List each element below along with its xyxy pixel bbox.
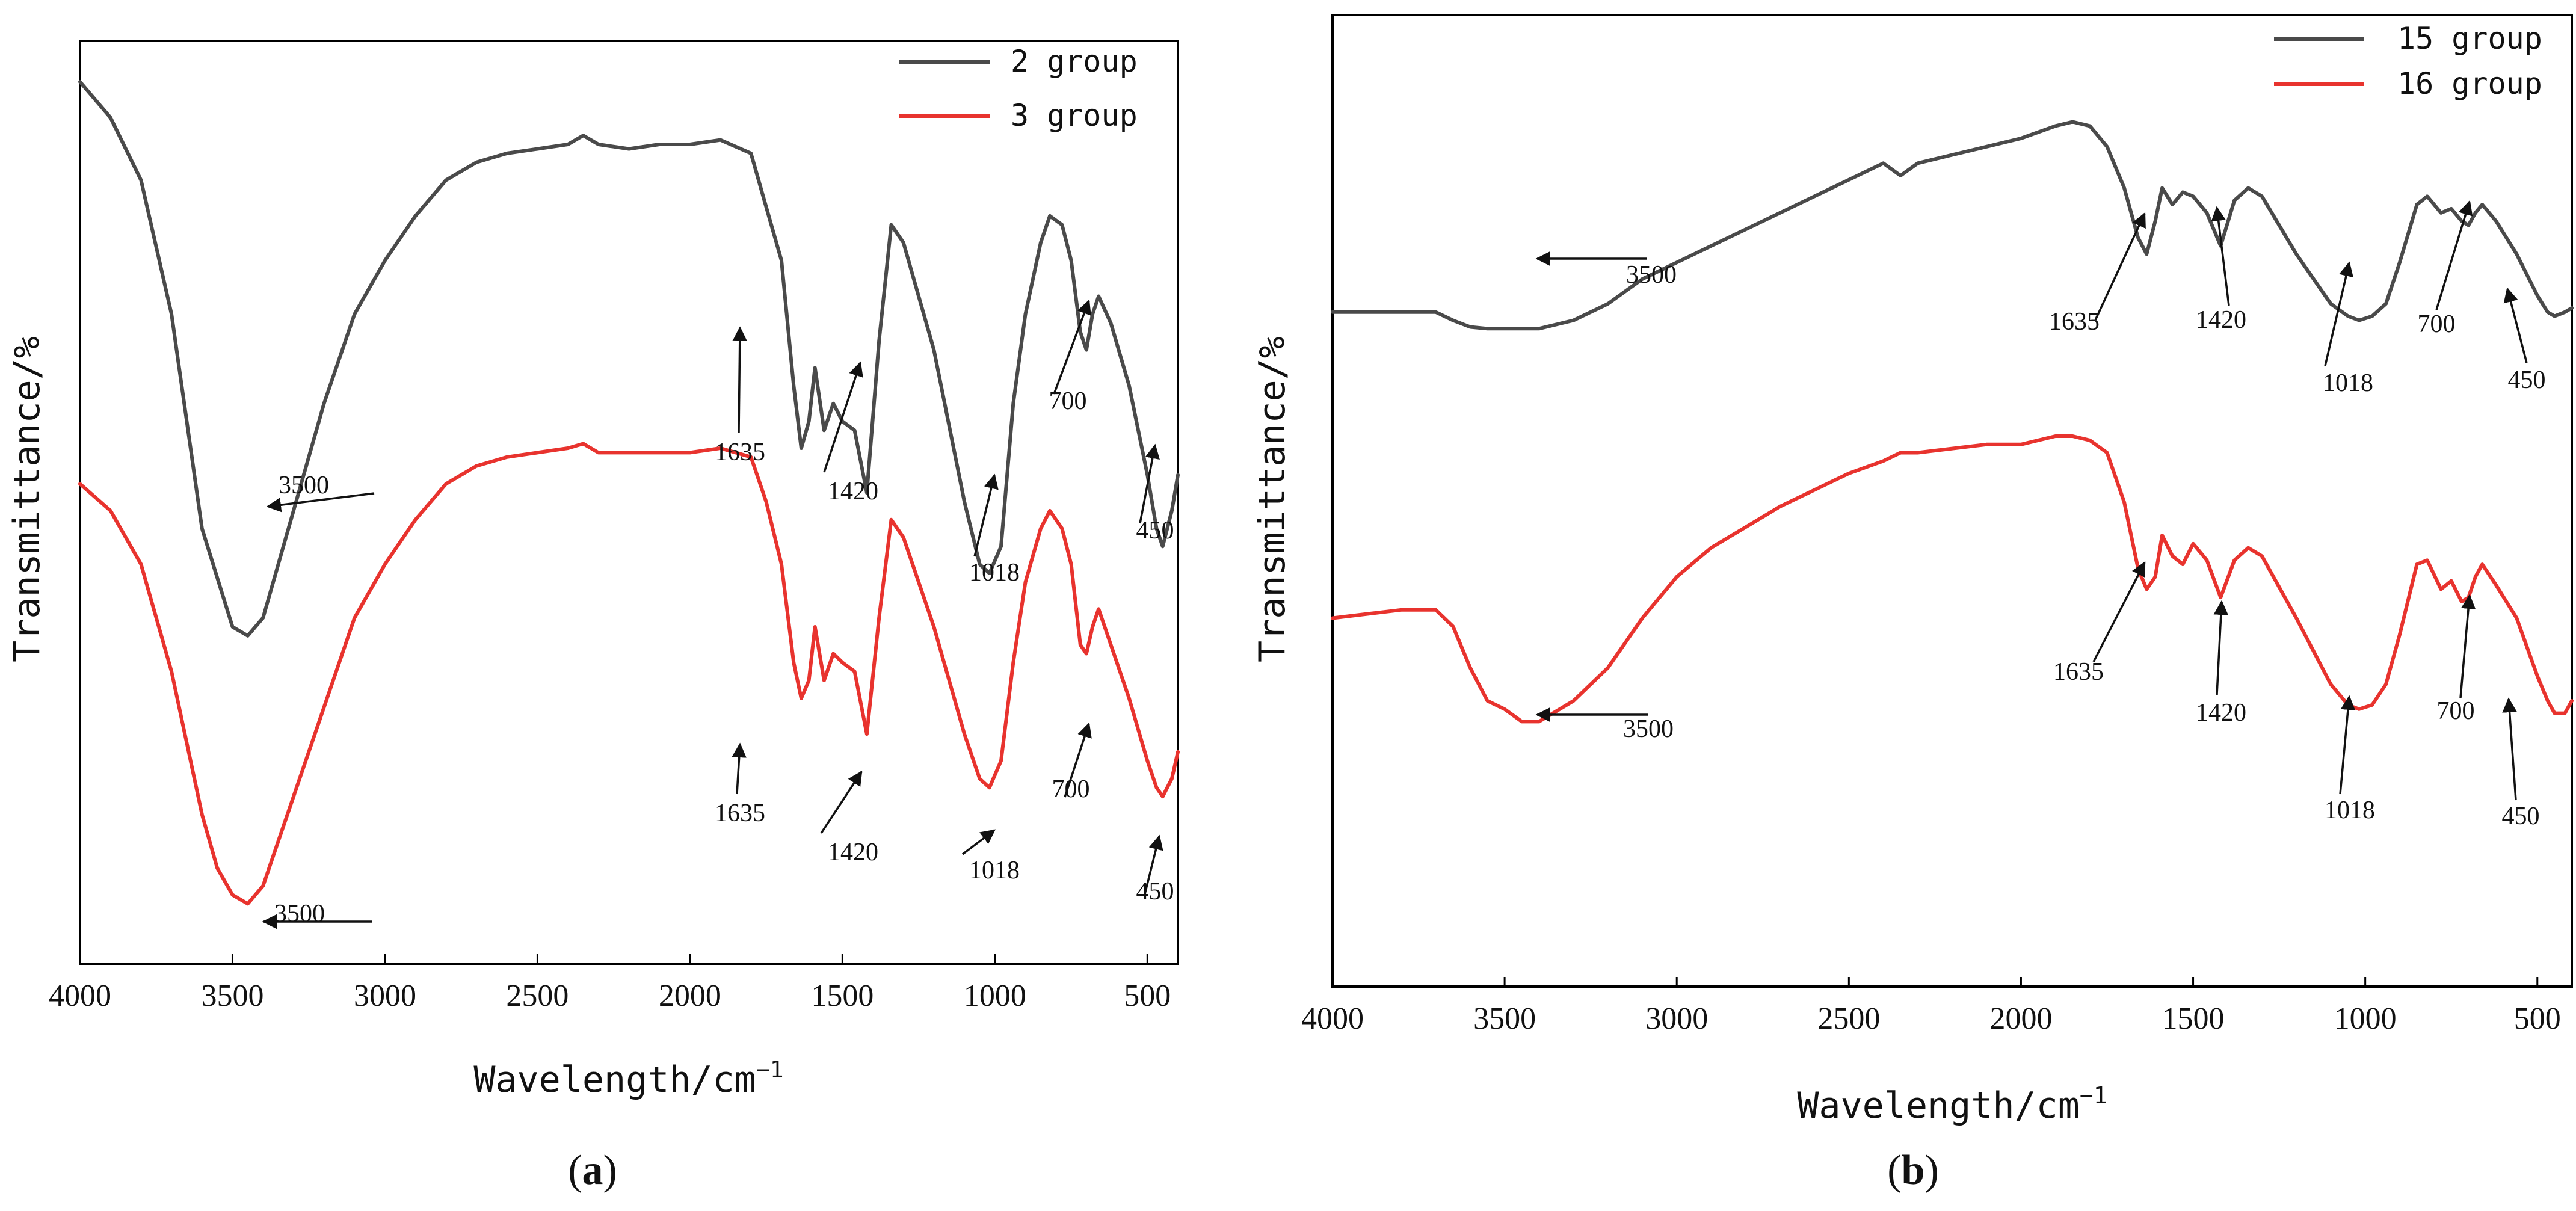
annotation-label: 450 [2508,366,2546,394]
annotation-arrow [2094,212,2146,321]
annotation-label: 1018 [969,857,1020,884]
annotation-arrow [1053,299,1091,395]
x-tick-label: 500 [1124,979,1171,1013]
annotation-arrow [823,361,863,473]
annotation-arrow [2211,206,2230,306]
annotation-label: 3500 [1623,715,1674,743]
x-tick-label: 2000 [1989,1002,2052,1036]
series-line-2-group [78,80,1180,638]
x-tick-label: 3500 [1473,1002,1536,1036]
annotation-label: 450 [2502,803,2540,830]
x-tick-label: 3000 [354,979,416,1013]
x-tick-label: 500 [2514,1002,2561,1036]
x-tick-label: 2500 [506,979,569,1013]
annotation-arrow [1143,834,1163,897]
annotation-label: 700 [2418,310,2456,338]
annotation-label: 1420 [2196,306,2246,334]
x-tick-label: 2500 [1817,1002,1880,1036]
panel-caption: (a) [568,1147,617,1194]
legend-label: 15 group [2397,21,2542,56]
annotation-label: 1635 [2053,658,2104,686]
annotation-arrow [2435,200,2473,310]
annotation-arrow [961,829,996,855]
annotation-label: 1635 [715,800,765,827]
y-axis-label: Transmittance/% [6,336,48,662]
annotation-arrow [2503,287,2528,363]
annotation-arrow [266,492,375,513]
annotation-label: 3500 [1626,261,1677,289]
annotation-label: 1018 [2325,797,2375,824]
x-axis-label-superscript: −1 [2080,1082,2107,1109]
annotation-arrow [732,326,747,434]
annotation-arrow [2213,600,2229,695]
annotation-arrow [732,742,747,795]
panel-b-chart: 4000 3500 3000 2500 2000 1500 1000 500 Wavelengt… [1251,14,2574,1194]
x-tick-label: 1500 [811,979,874,1013]
x-tick-label: 2000 [659,979,721,1013]
annotation-arrow [820,770,863,834]
annotation-arrow [973,473,999,557]
annotation-label: 1018 [969,559,1020,587]
annotation-label: 450 [1136,517,1174,544]
annotation-label: 700 [1052,775,1090,803]
annotation-arrow [1064,722,1092,798]
x-axis-label: Wavelength/cm−1 [473,1056,783,1101]
x-tick-label: 1000 [964,979,1026,1013]
x-tick-label: 4000 [1301,1002,1364,1036]
panel-caption: (b) [1887,1147,1939,1194]
y-axis-label: Transmittance/% [1251,336,1293,662]
annotation-label: 3500 [279,472,329,499]
annotation-label: 1018 [2323,369,2373,397]
x-tick-label: 3500 [201,979,263,1013]
legend-label: 3 group [1011,98,1138,133]
legend-label: 16 group [2397,66,2542,101]
annotation-label: 700 [2437,697,2475,725]
annotation-label: 450 [1136,878,1174,905]
annotation-arrow [2339,695,2356,795]
annotation-label: 1635 [2049,308,2100,336]
annotation-label: 700 [1049,387,1087,415]
series-line-16-group [1331,434,2574,724]
annotation-arrow [2092,561,2146,662]
x-tick-label: 1000 [2334,1002,2397,1036]
annotation-label: 1420 [828,839,878,866]
x-tick-label: 1500 [2162,1002,2225,1036]
panel-caption-letter: a [582,1147,603,1194]
x-tick-label: 4000 [49,979,111,1013]
series-line-15-group [1331,120,2574,331]
x-axis-label: Wavelength/cm−1 [1797,1082,2107,1127]
series-line-3-group [78,442,1180,906]
x-axis-label-superscript: −1 [756,1056,784,1083]
annotation-label: 1420 [2196,699,2246,727]
annotation-arrow [2459,594,2476,698]
annotation-arrow [1139,443,1160,524]
annotation-arrow [2324,261,2353,366]
annotation-arrow [2502,697,2517,801]
annotation-label: 3500 [274,900,325,928]
legend-label: 2 group [1011,44,1138,79]
panel-caption-letter: b [1902,1147,1925,1194]
panel-a-chart: 4000 3500 3000 2500 2000 1500 1000 500 Wavelengt… [6,40,1180,1194]
annotation-label: 1635 [715,439,765,466]
plot-frame [79,40,1179,965]
annotation-label: 1420 [828,478,878,505]
x-tick-label: 3000 [1645,1002,1708,1036]
plot-frame [1331,14,2573,988]
